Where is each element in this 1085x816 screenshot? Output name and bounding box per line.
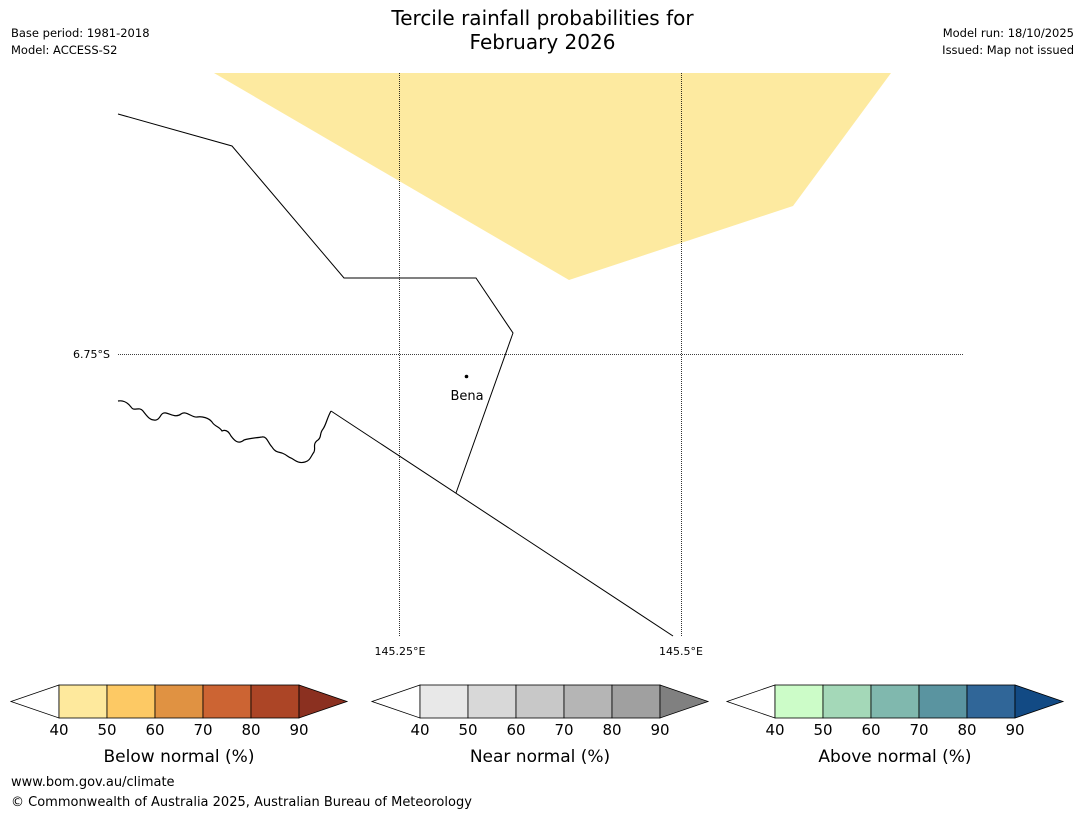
map-title: Tercile rainfall probabilities for Febru… xyxy=(0,6,1085,54)
town-label: Bena xyxy=(450,389,483,404)
province-boundary xyxy=(117,113,514,494)
colorbar-label: Below normal (%) xyxy=(104,747,255,767)
colorbar-segment xyxy=(250,684,300,719)
colorbar-tick-label: 80 xyxy=(602,721,621,739)
colorbar-tick-label: 90 xyxy=(289,721,308,739)
meta-left: Base period: 1981-2018 Model: ACCESS-S2 xyxy=(11,25,150,59)
colorbar-tick-label: 40 xyxy=(410,721,429,739)
colorbar-tick-label: 90 xyxy=(650,721,669,739)
colorbar-tick-label: 70 xyxy=(193,721,212,739)
colorbar-segment xyxy=(202,684,252,719)
title-line-1: Tercile rainfall probabilities for xyxy=(391,6,694,30)
colorbar-segment xyxy=(918,684,968,719)
model-name: Model: ACCESS-S2 xyxy=(11,43,118,57)
colorbar-segment xyxy=(966,684,1016,719)
colorbar-upper-extend xyxy=(1014,684,1065,719)
issued-status: Issued: Map not issued xyxy=(942,43,1074,57)
colorbar-upper-extend xyxy=(298,684,349,719)
colorbar-tick-label: 50 xyxy=(813,721,832,739)
colorbar-tick-label: 50 xyxy=(458,721,477,739)
colorbar-label: Above normal (%) xyxy=(818,747,971,767)
colorbar-1: 40 50 60 70 80 90 Below normal (%) xyxy=(9,684,349,767)
town-marker xyxy=(464,374,469,379)
colorbar-tick-label: 60 xyxy=(506,721,525,739)
footer-url: www.bom.gov.au/climate xyxy=(11,775,175,790)
colorbar-segment xyxy=(611,684,661,719)
colorbar-segment xyxy=(154,684,204,719)
colorbar-tick-label: 70 xyxy=(909,721,928,739)
colorbar-upper-extend xyxy=(659,684,710,719)
longitude-label-2: 145.5°E xyxy=(659,645,703,658)
colorbar-tick-label: 40 xyxy=(765,721,784,739)
colorbar-segment xyxy=(419,684,469,719)
colorbar-tick-label: 80 xyxy=(957,721,976,739)
colorbar-segment xyxy=(467,684,517,719)
colorbar-segment xyxy=(515,684,565,719)
colorbar-tick-label: 50 xyxy=(97,721,116,739)
colorbar-segment xyxy=(58,684,108,719)
colorbar-tick-label: 80 xyxy=(241,721,260,739)
colorbar-tick-label: 60 xyxy=(861,721,880,739)
colorbar-segment xyxy=(870,684,920,719)
river-line xyxy=(117,400,332,464)
colorbars: 40 50 60 70 80 90 Below normal (%) 40 50 60 70 80 90… xyxy=(9,684,1065,767)
colorbar-lower-extend xyxy=(725,684,776,719)
model-run: Model run: 18/10/2025 xyxy=(942,26,1074,40)
colorbar-lower-extend xyxy=(370,684,421,719)
meta-right: Model run: 18/10/2025 Issued: Map not is… xyxy=(942,25,1074,59)
colorbar-tick-label: 90 xyxy=(1005,721,1024,739)
colorbar-segment xyxy=(106,684,156,719)
longitude-label-1: 145.25°E xyxy=(375,645,426,658)
footer-copyright: © Commonwealth of Australia 2025, Austra… xyxy=(11,795,472,810)
base-period: Base period: 1981-2018 xyxy=(11,26,150,40)
latitude-label: 6.75°S xyxy=(73,348,110,361)
probability-shading xyxy=(214,73,891,280)
colorbar-label: Near normal (%) xyxy=(470,747,610,767)
colorbar-tick-label: 70 xyxy=(554,721,573,739)
title-line-2: February 2026 xyxy=(469,30,616,54)
colorbar-tick-label: 40 xyxy=(49,721,68,739)
colorbar-3: 40 50 60 70 80 90 Above normal (%) xyxy=(725,684,1065,767)
colorbar-segment xyxy=(822,684,872,719)
colorbar-lower-extend xyxy=(9,684,60,719)
colorbar-tick-label: 60 xyxy=(145,721,164,739)
colorbar-segment xyxy=(563,684,613,719)
colorbar-2: 40 50 60 70 80 90 Near normal (%) xyxy=(370,684,710,767)
border-line xyxy=(330,410,674,637)
colorbar-segment xyxy=(774,684,824,719)
